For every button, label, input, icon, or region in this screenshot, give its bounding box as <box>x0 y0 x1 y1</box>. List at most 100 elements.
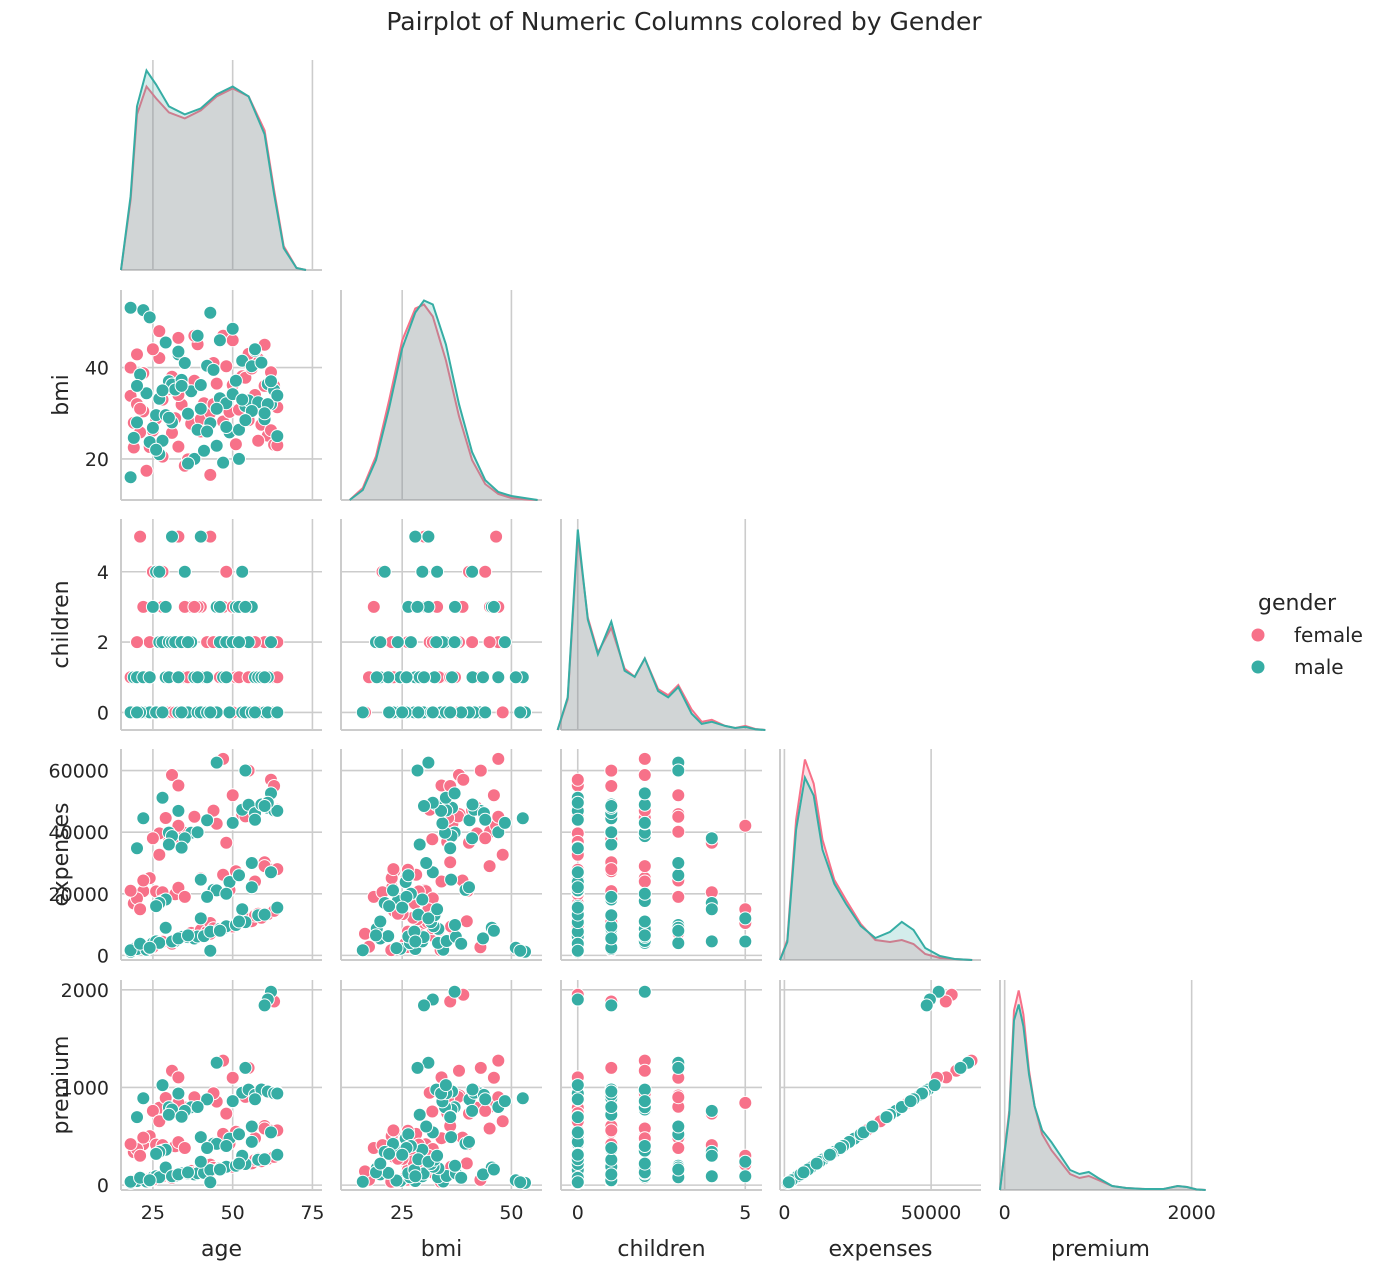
scatter-point-female <box>637 874 652 889</box>
scatter-point-male <box>193 1154 208 1169</box>
scatter-point-male <box>190 328 205 343</box>
scatter-point-male <box>257 1152 272 1167</box>
scatter-point-male <box>373 1156 388 1171</box>
scatter-point-male <box>438 1078 453 1093</box>
kde-fill-female-expenses <box>780 759 973 960</box>
scatter-point-male <box>257 907 272 922</box>
scatter-point-male <box>570 1125 585 1140</box>
scatter-point-male <box>193 911 208 926</box>
scatter-point-male <box>232 914 246 929</box>
x-tick-label-premium: 2000 <box>1167 1202 1215 1224</box>
scatter-point-female <box>158 811 173 825</box>
scatter-point-male <box>671 923 686 938</box>
panel-children-vs-age: 0 2 4 children <box>49 519 322 731</box>
scatter-point-female <box>152 324 167 339</box>
scatter-point-female <box>123 360 138 375</box>
scatter-point-male <box>447 984 462 999</box>
scatter-point-male <box>637 815 652 830</box>
scatter-point-male <box>355 705 370 720</box>
panel-age-vs-age <box>120 60 322 271</box>
scatter-point-male <box>270 429 285 444</box>
scatter-point-male <box>822 1147 837 1162</box>
scatter-point-female <box>604 1060 619 1075</box>
scatter-point-male <box>637 914 652 929</box>
scatter-point-male <box>232 868 246 883</box>
scatter-point-male <box>395 900 410 915</box>
scatter-point-male <box>570 812 585 827</box>
scatter-point-male <box>570 795 585 810</box>
scatter-point-male <box>781 1175 796 1190</box>
scatter-point-male <box>444 1130 459 1145</box>
scatter-point-male <box>145 599 160 614</box>
scatter-point-male <box>355 1174 370 1189</box>
scatter-point-male <box>381 929 396 944</box>
scatter-point-male <box>395 1147 410 1162</box>
scatter-point-female <box>491 751 506 766</box>
scatter-point-female <box>219 359 234 374</box>
scatter-point-male <box>604 1084 619 1099</box>
panel-bmi-vs-bmi <box>340 290 542 501</box>
scatter-point-male <box>209 755 224 770</box>
scatter-point-female <box>171 330 186 345</box>
scatter-point-male <box>200 1092 215 1107</box>
scatter-point-male <box>203 305 218 320</box>
scatter-point-female <box>133 529 148 544</box>
scatter-point-male <box>130 841 144 856</box>
scatter-point-male <box>174 1109 189 1124</box>
scatter-point-male <box>919 998 934 1013</box>
scatter-point-male <box>671 763 686 778</box>
scatter-point-male <box>130 415 144 430</box>
scatter-point-female <box>465 635 480 650</box>
scatter-point-male <box>174 705 189 720</box>
scatter-point-male <box>270 388 285 403</box>
scatter-point-male <box>158 335 173 350</box>
scatter-point-male <box>704 934 719 949</box>
scatter-point-male <box>225 1094 240 1109</box>
scatter-point-female <box>671 824 686 839</box>
scatter-point-female <box>478 831 493 846</box>
scatter-point-male <box>181 456 195 471</box>
scatter-point-male <box>373 914 388 929</box>
scatter-point-male <box>419 856 434 870</box>
scatter-point-male <box>738 911 753 926</box>
scatter-point-male <box>158 599 173 614</box>
scatter-point-male <box>476 931 490 946</box>
scatter-point-male <box>704 1148 719 1163</box>
scatter-point-male <box>430 1148 445 1163</box>
scatter-point-female <box>145 831 160 846</box>
scatter-point-male <box>399 670 414 685</box>
scatter-point-male <box>232 451 246 466</box>
scatter-point-male <box>235 902 250 917</box>
x-tick-label-bmi: 50 <box>499 1202 523 1224</box>
scatter-point-male <box>244 880 259 895</box>
scatter-point-male <box>174 378 189 393</box>
scatter-point-male <box>232 1156 246 1171</box>
scatter-point-male <box>270 803 285 818</box>
scatter-point-male <box>465 564 480 579</box>
scatter-point-female <box>225 1070 240 1085</box>
scatter-point-male <box>513 943 528 958</box>
scatter-point-male <box>161 837 176 852</box>
panel-expenses-vs-expenses <box>779 749 981 961</box>
scatter-point-female <box>133 1148 148 1163</box>
scatter-point-female <box>570 772 585 787</box>
scatter-point-female <box>177 1141 192 1155</box>
scatter-point-male <box>254 355 269 370</box>
scatter-point-male <box>219 420 234 434</box>
kde-fill-male-expenses <box>780 777 973 960</box>
panel-premium-vs-children: 0 5 children <box>560 980 762 1262</box>
scatter-point-male <box>248 1092 262 1107</box>
scatter-point-male <box>401 868 416 883</box>
scatter-point-male <box>155 1078 170 1093</box>
scatter-point-male <box>193 1130 208 1145</box>
scatter-point-female <box>637 859 652 874</box>
scatter-point-male <box>225 815 240 830</box>
scatter-point-male <box>704 902 719 917</box>
scatter-point-female <box>386 1123 401 1138</box>
scatter-point-male <box>206 362 221 377</box>
scatter-point-male <box>637 928 652 943</box>
scatter-point-male <box>177 564 192 579</box>
scatter-point-male <box>264 635 278 650</box>
scatter-point-female <box>171 439 186 454</box>
scatter-point-female <box>152 1114 167 1129</box>
